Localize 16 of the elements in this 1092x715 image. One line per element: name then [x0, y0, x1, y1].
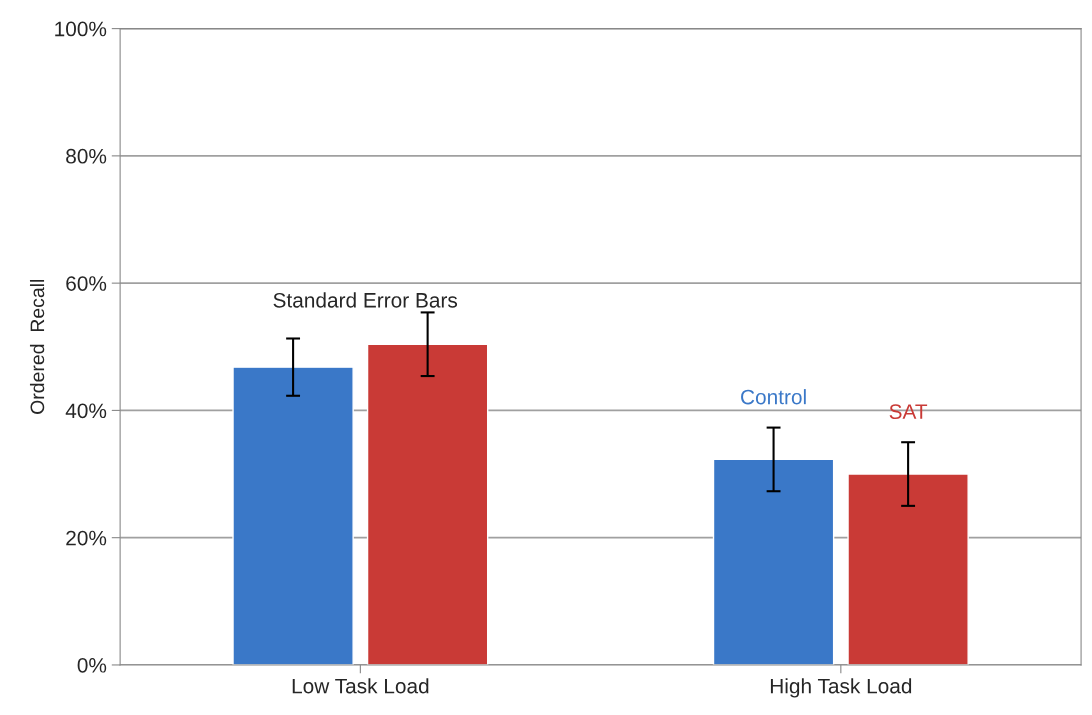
text: Control — [741, 389, 806, 405]
x-tick-label: High Task Load — [770, 678, 912, 698]
annotation: Standard Error Bars — [273, 292, 458, 308]
bar — [847, 473, 969, 665]
bar — [712, 458, 835, 665]
bar — [366, 343, 489, 665]
y-tick-label: 80% — [66, 148, 107, 164]
y-tick-label: 100% — [55, 21, 107, 37]
y-axis-title: Ordered Recall — [29, 279, 45, 414]
y-tick-label: 0% — [77, 657, 107, 673]
y-tick-label: 60% — [66, 276, 107, 291]
x-tick-label: Low Task Load — [292, 678, 429, 694]
y-tick-label: 40% — [65, 403, 107, 419]
bar — [232, 366, 354, 665]
text: SAT — [889, 404, 928, 420]
y-tick-label: 20% — [66, 530, 107, 546]
